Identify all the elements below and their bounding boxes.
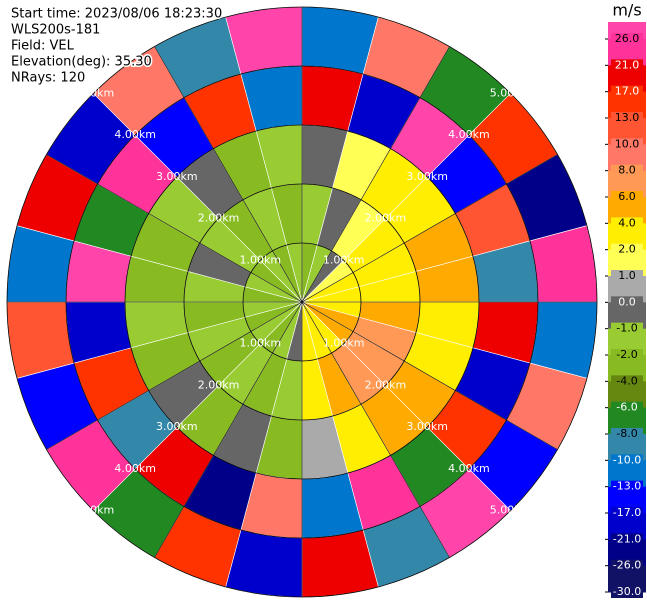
colorbar-label-bg bbox=[611, 375, 643, 388]
header-line: NRays: 120 bbox=[11, 71, 85, 86]
range-ring bbox=[242, 242, 362, 362]
colorbar-label: 17.0 bbox=[615, 85, 640, 98]
colorbar-label-bg bbox=[611, 559, 643, 572]
range-label: 4.00km bbox=[114, 128, 156, 141]
range-label: 5.00km bbox=[490, 504, 532, 517]
range-label: 3.00km bbox=[406, 170, 448, 183]
range-label: 5.00km bbox=[73, 504, 115, 517]
colorbar-label-bg bbox=[611, 533, 643, 546]
spoke bbox=[301, 301, 450, 558]
colorbar-label: 1.0 bbox=[618, 269, 636, 282]
colorbar-label: -13.0 bbox=[613, 480, 641, 493]
range-label: 3.00km bbox=[156, 420, 198, 433]
colorbar-label-bg bbox=[611, 296, 643, 309]
range-label: 5.00km bbox=[490, 86, 532, 99]
colorbar-unit: m/s bbox=[612, 1, 641, 20]
range-label: 1.00km bbox=[323, 253, 365, 266]
range-label: 2.00km bbox=[365, 378, 407, 391]
colorbar-label-bg bbox=[611, 33, 643, 45]
colorbar-label-bg bbox=[611, 586, 643, 598]
colorbar-label-bg bbox=[611, 138, 643, 151]
spoke bbox=[301, 301, 558, 450]
spoke bbox=[154, 46, 303, 303]
colorbar-label: 26.0 bbox=[615, 32, 640, 45]
colorbar-label-bg bbox=[611, 507, 643, 519]
colorbar-label-bg bbox=[611, 191, 643, 203]
colorbar-label: -6.0 bbox=[616, 401, 637, 414]
range-label: 2.00km bbox=[365, 212, 407, 225]
colorbar-label-bg bbox=[611, 322, 643, 335]
colorbar-label: -21.0 bbox=[613, 532, 641, 545]
range-ring bbox=[183, 183, 421, 421]
colorbar-label: 21.0 bbox=[615, 58, 640, 71]
range-label: 1.00km bbox=[239, 253, 281, 266]
colorbar-label-bg bbox=[611, 480, 643, 493]
colorbar-label-bg bbox=[611, 454, 643, 467]
colorbar-label: 13.0 bbox=[615, 111, 640, 124]
spoke bbox=[301, 154, 558, 303]
colorbar-label: 0.0 bbox=[618, 295, 636, 308]
range-ring bbox=[65, 65, 539, 539]
colorbar-label: -4.0 bbox=[616, 374, 637, 387]
range-label: 4.00km bbox=[448, 128, 490, 141]
colorbar-label-bg bbox=[611, 349, 643, 361]
header-line: Field: VEL bbox=[11, 39, 75, 54]
colorbar-label: 2.0 bbox=[618, 243, 636, 256]
colorbar-label-bg bbox=[611, 401, 643, 414]
range-label: 3.00km bbox=[156, 170, 198, 183]
range-label: 4.00km bbox=[448, 462, 490, 475]
colorbar-label-bg bbox=[611, 428, 643, 440]
spoke bbox=[46, 301, 303, 450]
spoke bbox=[154, 301, 303, 558]
colorbar-label-bg bbox=[611, 85, 643, 98]
range-label: 5.00km bbox=[73, 86, 115, 99]
range-label: 1.00km bbox=[239, 337, 281, 350]
colorbar-label: 10.0 bbox=[615, 137, 640, 150]
colorbar-label-bg bbox=[611, 164, 643, 177]
range-ring bbox=[124, 124, 480, 480]
colorbar-label: -17.0 bbox=[613, 506, 641, 519]
colorbar-label-bg bbox=[611, 270, 643, 282]
header-line: Elevation(deg): 35.30 bbox=[11, 55, 152, 70]
range-label: 1.00km bbox=[323, 337, 365, 350]
colorbar-label-bg bbox=[611, 243, 643, 256]
colorbar-label: -10.0 bbox=[613, 453, 641, 466]
range-ring bbox=[6, 6, 598, 598]
header-line: WLS200s-181 bbox=[11, 23, 100, 38]
colorbar-label: -8.0 bbox=[616, 427, 637, 440]
range-label: 3.00km bbox=[406, 420, 448, 433]
range-label: 4.00km bbox=[114, 462, 156, 475]
colorbar-label-bg bbox=[611, 112, 643, 124]
range-label: 2.00km bbox=[198, 212, 240, 225]
colorbar-label-bg bbox=[611, 59, 643, 72]
colorbar-label: 4.0 bbox=[618, 216, 636, 229]
colorbar-label: 8.0 bbox=[618, 164, 636, 177]
spoke bbox=[46, 154, 303, 303]
colorbar-label: -26.0 bbox=[613, 559, 641, 572]
colorbar-label: 6.0 bbox=[618, 190, 636, 203]
range-label: 2.00km bbox=[198, 378, 240, 391]
colorbar-label: -30.0 bbox=[613, 585, 641, 598]
header-line: Start time: 2023/08/06 18:23:30 bbox=[11, 7, 222, 22]
spoke bbox=[301, 46, 450, 303]
colorbar-label: -1.0 bbox=[616, 322, 637, 335]
colorbar-label-bg bbox=[611, 217, 643, 230]
colorbar-label: -2.0 bbox=[616, 348, 637, 361]
